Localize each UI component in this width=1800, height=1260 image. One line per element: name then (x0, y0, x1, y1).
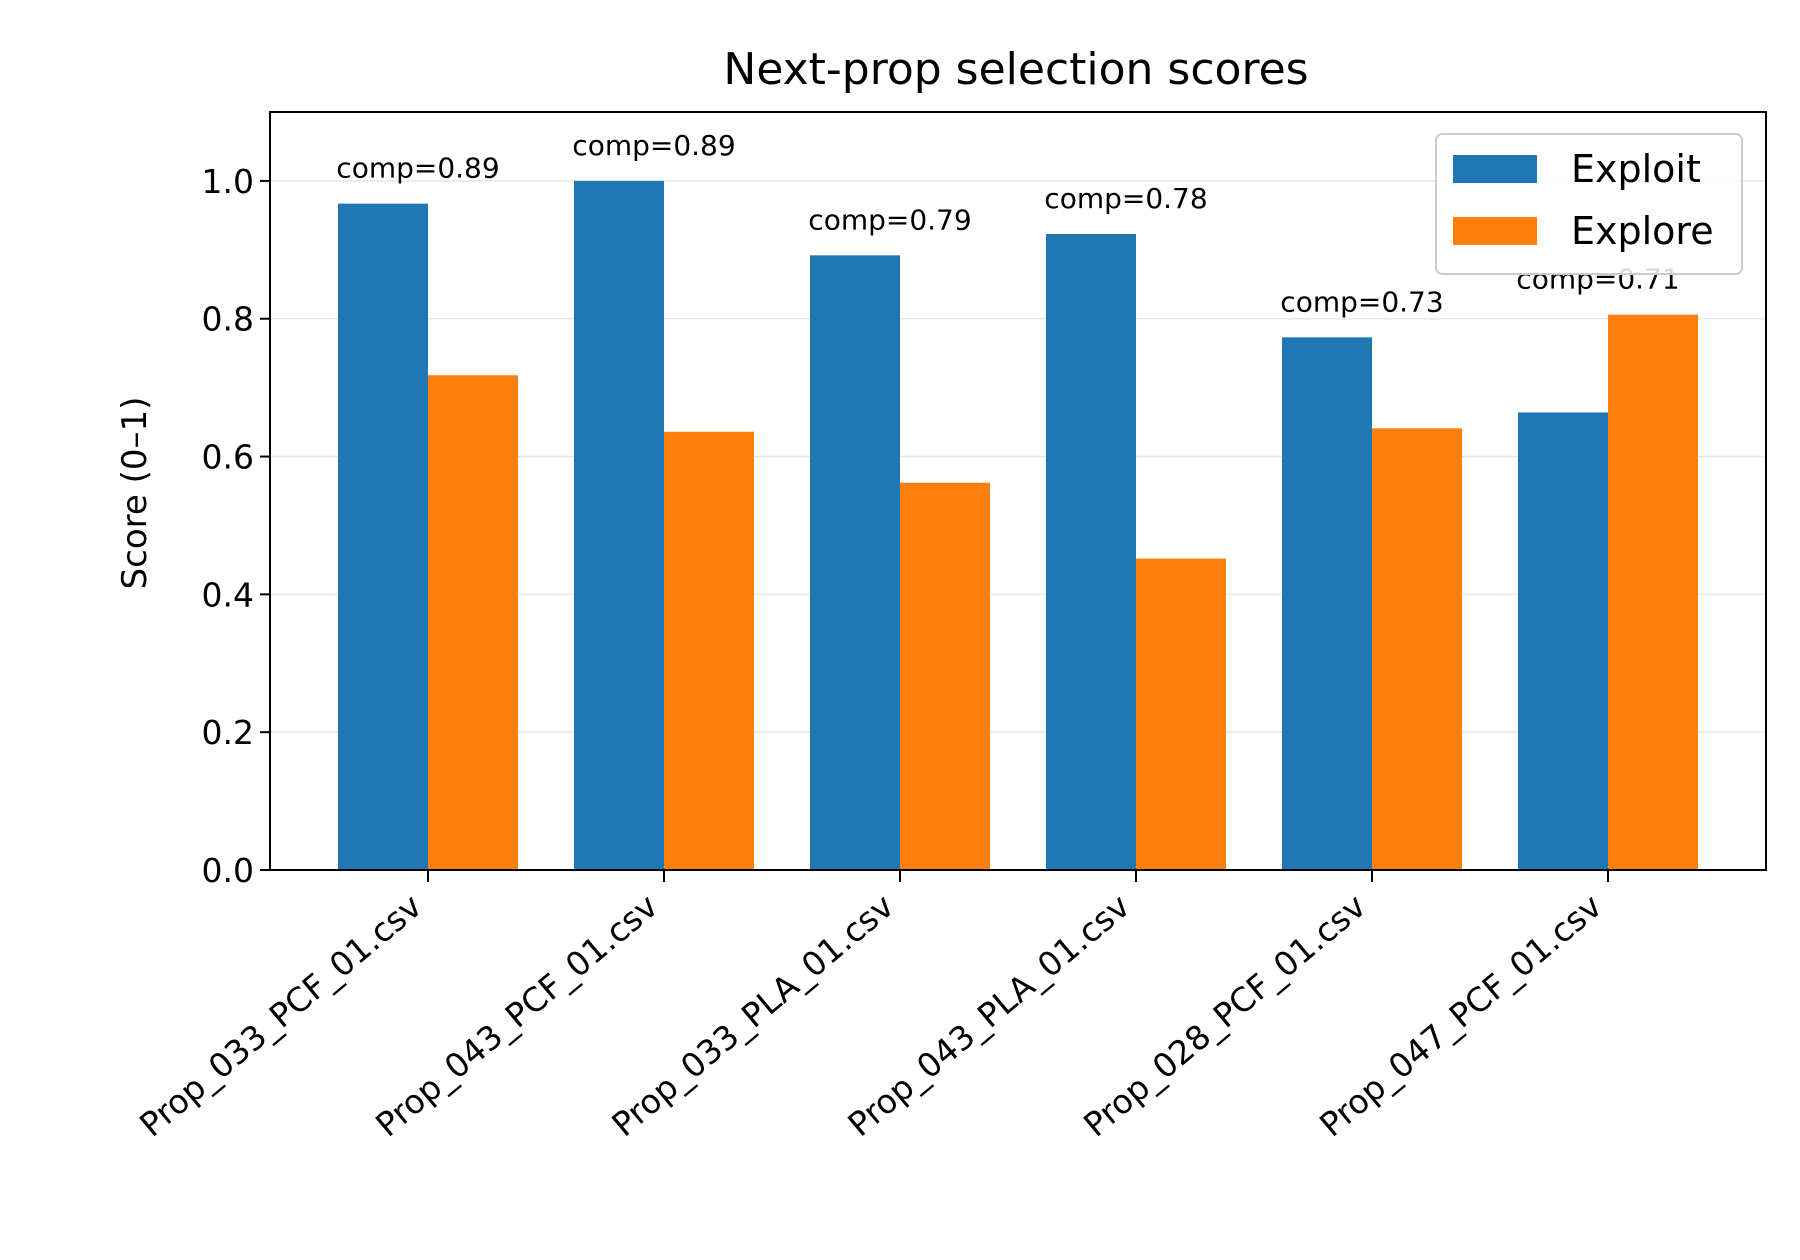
bar-annotation: comp=0.78 (1044, 182, 1207, 215)
bar-explore (900, 482, 990, 870)
plot-frame (269, 111, 1767, 871)
bar-exploit (338, 203, 428, 870)
bar-explore (1372, 428, 1462, 870)
legend-swatch-explore (1453, 217, 1537, 245)
bar-annotation: comp=0.89 (572, 129, 735, 162)
y-tick-label: 1.0 (202, 162, 254, 201)
y-axis: 0.0 0.2 0.4 0.6 0.8 1.0 (202, 162, 270, 890)
bar-annotation: comp=0.79 (808, 203, 971, 236)
legend: Exploit Explore (1435, 133, 1743, 275)
legend-swatch-exploit (1453, 155, 1537, 183)
bar-explore (1608, 314, 1698, 870)
bar-exploit (1046, 233, 1136, 870)
bars (338, 180, 1698, 871)
bar-exploit (1518, 412, 1608, 870)
y-tick-label: 0.8 (202, 300, 254, 339)
bar-annotation: comp=0.73 (1280, 285, 1443, 318)
y-tick-label: 0.0 (202, 851, 254, 890)
legend-label-exploit: Exploit (1571, 147, 1701, 191)
y-tick-label: 0.6 (202, 438, 254, 477)
bar-explore (664, 431, 754, 870)
legend-label-explore: Explore (1571, 209, 1714, 253)
y-tick-label: 0.4 (202, 575, 254, 614)
bar-exploit (1282, 337, 1372, 870)
y-tick-label: 0.2 (202, 713, 254, 752)
bar-exploit (810, 255, 900, 870)
bar-annotation: comp=0.89 (336, 152, 499, 185)
bar-explore (1136, 558, 1226, 870)
y-axis-label: Score (0–1) (115, 397, 155, 590)
chart-title: Next-prop selection scores (723, 44, 1308, 95)
bar-explore (428, 375, 518, 870)
bar-exploit (574, 180, 664, 871)
